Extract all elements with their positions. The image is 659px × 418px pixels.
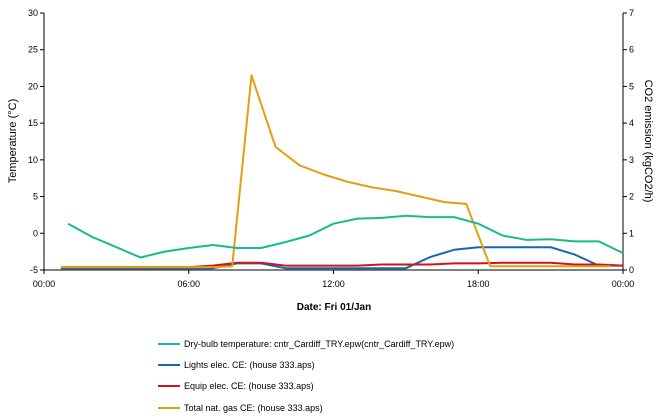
y2-tick-label: 6 <box>629 45 634 55</box>
series-line-3 <box>60 74 611 269</box>
y2-tick-label: 7 <box>629 8 634 18</box>
y2-tick-label: 1 <box>629 228 634 238</box>
legend-label-lights: Lights elec. CE: (house 333.aps) <box>184 359 315 370</box>
legend-item-dry-bulb: Dry-bulb temperature: cntr_Cardiff_TRY.e… <box>158 333 454 354</box>
series-layer <box>60 74 624 270</box>
legend-swatch-dry-bulb <box>158 342 180 345</box>
legend-swatch-lights <box>158 363 180 366</box>
legend-label-equip: Equip elec. CE: (house 333.aps) <box>184 381 314 392</box>
axes <box>40 12 627 274</box>
legend-swatch-equip <box>158 385 180 388</box>
legend-item-gas: Total nat. gas CE: (house 333.aps) <box>158 397 454 418</box>
y-tick-label: 20 <box>28 81 38 91</box>
legend-item-lights: Lights elec. CE: (house 333.aps) <box>158 354 454 375</box>
y-tick-label: 10 <box>28 155 38 165</box>
y-tick-label: 30 <box>28 8 38 18</box>
legend-label-gas: Total nat. gas CE: (house 333.aps) <box>184 402 323 413</box>
y2-tick-label: 4 <box>629 118 634 128</box>
series-line-0 <box>67 214 624 259</box>
legend-label-dry-bulb: Dry-bulb temperature: cntr_Cardiff_TRY.e… <box>184 338 455 349</box>
x-axis-title: Date: Fri 01/Jan <box>297 302 371 313</box>
y-tick-label: 15 <box>28 118 38 128</box>
y-tick-label: 0 <box>33 228 38 238</box>
legend-item-equip: Equip elec. CE: (house 333.aps) <box>158 376 454 397</box>
y2-tick-label: 0 <box>629 265 634 275</box>
x-tick-label: 00:00 <box>612 279 635 289</box>
tick-labels: -5 0 5 10 15 20 25 30 0 1 2 3 4 5 6 7 00:00 06:00 12:00 18:… <box>28 8 634 289</box>
y-tick-label: 5 <box>33 192 38 202</box>
series-line-1 <box>60 246 623 270</box>
y2-tick-label: 2 <box>629 192 634 202</box>
legend: Dry-bulb temperature: cntr_Cardiff_TRY.e… <box>158 333 454 418</box>
y2-tick-label: 5 <box>629 81 634 91</box>
y-tick-label: -5 <box>30 265 38 275</box>
x-tick-label: 12:00 <box>322 279 345 289</box>
y2-axis-title: CO2 emission (kgCO2/h) <box>642 80 654 203</box>
x-tick-label: 18:00 <box>467 279 490 289</box>
legend-swatch-gas <box>158 406 180 409</box>
x-tick-label: 06:00 <box>177 279 200 289</box>
x-tick-label: 00:00 <box>33 279 56 289</box>
y-axis-title: Temperature (°C) <box>7 99 19 183</box>
y-tick-label: 25 <box>28 45 38 55</box>
y2-tick-label: 3 <box>629 155 634 165</box>
